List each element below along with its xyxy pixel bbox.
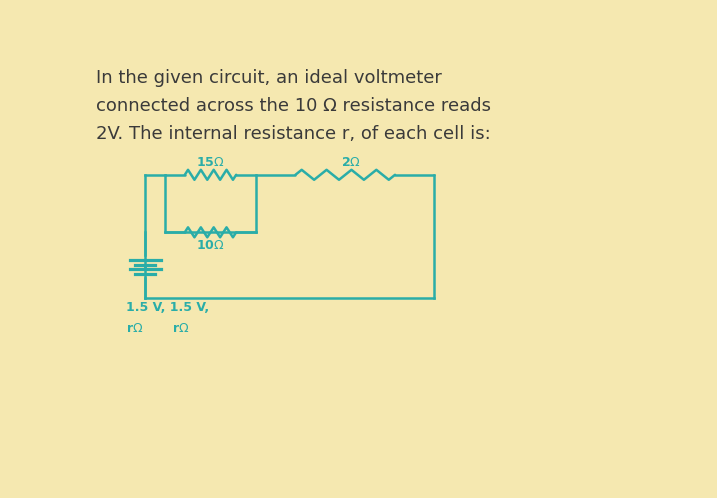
Text: In the given circuit, an ideal voltmeter: In the given circuit, an ideal voltmeter [96,69,442,87]
Text: 1.5 V, 1.5 V,: 1.5 V, 1.5 V, [125,301,209,314]
Text: 10$\Omega$: 10$\Omega$ [196,239,224,252]
Text: 2$\Omega$: 2$\Omega$ [341,156,361,169]
Text: r$\Omega$       r$\Omega$: r$\Omega$ r$\Omega$ [125,322,189,336]
Text: connected across the 10 Ω resistance reads: connected across the 10 Ω resistance rea… [96,97,491,115]
Text: 2V. The internal resistance r, of each cell is:: 2V. The internal resistance r, of each c… [96,124,491,142]
Text: 15$\Omega$: 15$\Omega$ [196,156,224,169]
